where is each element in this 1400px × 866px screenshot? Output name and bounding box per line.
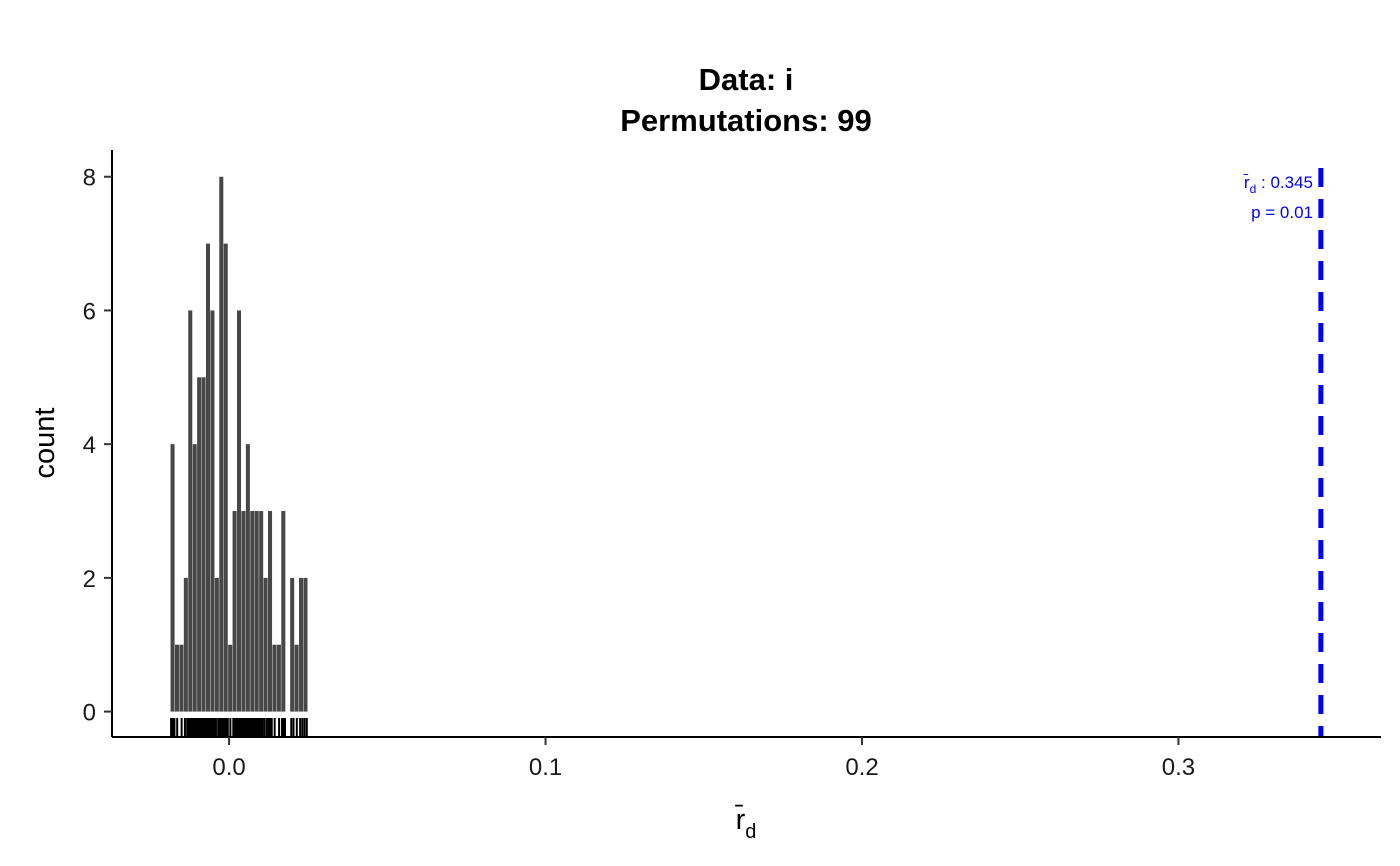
chart-title: Data: i Permutations: 99: [620, 62, 872, 138]
observed-p-value: p = 0.01: [1251, 203, 1313, 222]
histogram-bar: [250, 511, 255, 712]
histogram-bar: [219, 176, 224, 712]
histogram-bar: [290, 577, 295, 712]
x-tick-label: 0.0: [212, 754, 245, 781]
histogram-bar: [197, 377, 202, 712]
histogram-bar: [237, 310, 242, 712]
histogram-bar: [188, 310, 193, 712]
histogram-bar: [254, 511, 259, 712]
plot-area: [170, 168, 1324, 737]
chart-title-line-2: Permutations: 99: [620, 103, 872, 138]
y-tick-label: 4: [83, 432, 96, 459]
observed-stat-label: r̄d : 0.345: [1243, 173, 1313, 196]
x-axis-title: r̄d: [735, 804, 756, 843]
histogram-bar: [299, 577, 304, 712]
histogram-bar: [268, 511, 273, 712]
chart-title-line-1: Data: i: [699, 62, 794, 97]
histogram-bar: [241, 511, 246, 712]
observed-annotation: r̄d : 0.345 p = 0.01: [1243, 173, 1313, 222]
histogram-bar: [210, 310, 215, 712]
histogram-bar: [192, 444, 197, 712]
histogram-bar: [294, 644, 299, 712]
observed-stat-subscript: d: [1250, 182, 1257, 196]
histogram-bar: [281, 511, 286, 712]
y-tick-label: 8: [83, 165, 96, 192]
histogram-bar: [232, 511, 237, 712]
histogram-bar: [228, 644, 233, 712]
histogram-bar: [303, 577, 308, 712]
histogram-bar: [263, 577, 268, 712]
histogram-bar: [259, 511, 264, 712]
x-tick-label: 0.2: [845, 754, 878, 781]
histogram-bar: [205, 243, 211, 712]
histogram-bar: [245, 444, 250, 712]
histogram-bar: [223, 243, 228, 712]
y-tick-label: 6: [83, 298, 96, 325]
y-tick-label: 0: [83, 700, 96, 727]
x-tick-label: 0.1: [529, 754, 562, 781]
histogram-bar: [276, 644, 281, 712]
observed-stat-value: : 0.345: [1256, 173, 1313, 192]
x-axis-title-symbol: r̄: [735, 804, 746, 836]
histogram-bar: [183, 577, 188, 712]
x-tick-label: 0.3: [1162, 754, 1195, 781]
axes: 0.0 0.1 0.2 0.3 0 2 4 6 8: [83, 150, 1381, 781]
observed-stat-symbol: r̄: [1243, 173, 1250, 192]
x-axis-title-subscript: d: [745, 821, 756, 843]
y-axis-title: count: [29, 408, 61, 479]
histogram-bar: [179, 644, 184, 712]
histogram-bar: [174, 644, 180, 712]
y-tick-label: 2: [83, 566, 96, 593]
histogram-bar: [272, 644, 277, 712]
histogram-bar: [170, 444, 175, 712]
histogram-bar: [201, 377, 206, 712]
histogram-bar: [214, 577, 219, 712]
